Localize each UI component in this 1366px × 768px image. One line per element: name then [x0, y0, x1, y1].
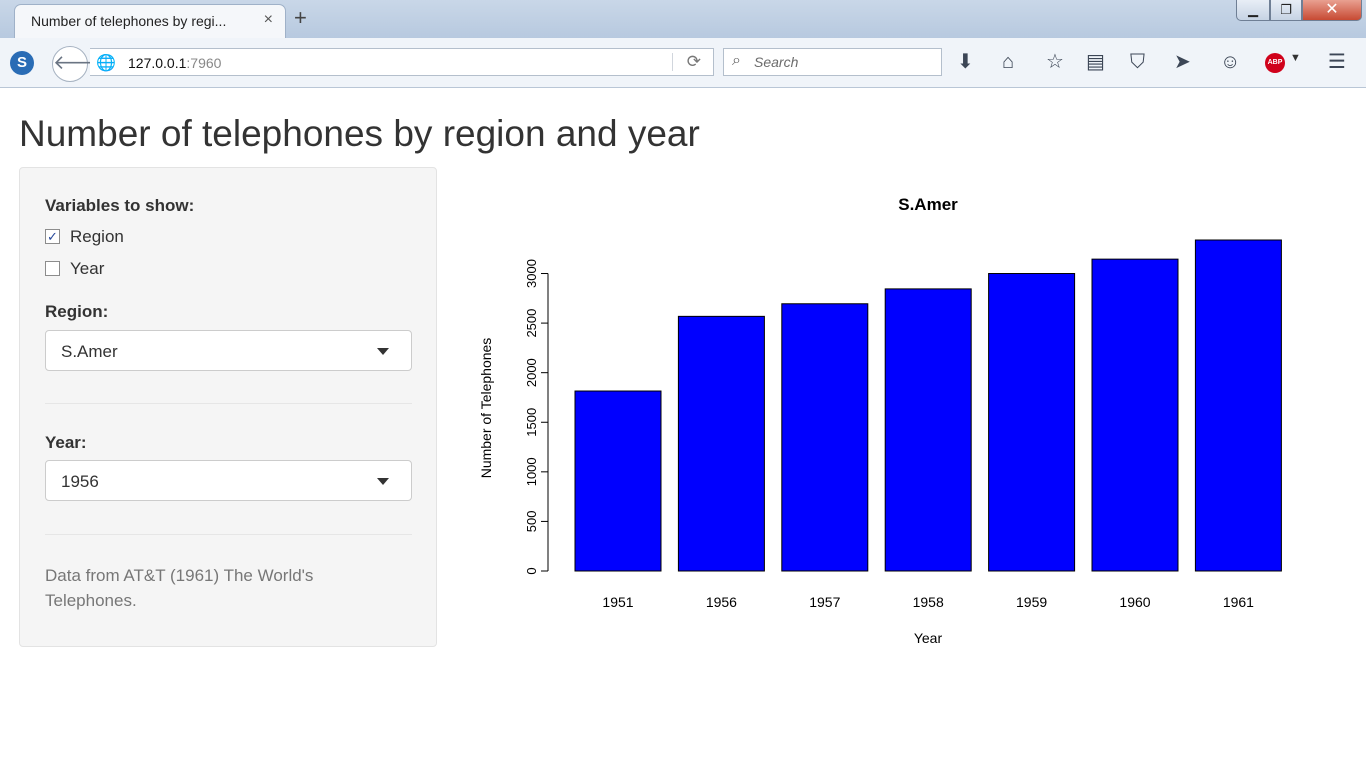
- bookmark-star-icon[interactable]: ☆: [1046, 51, 1064, 73]
- reload-icon[interactable]: ⟳: [686, 52, 701, 71]
- y-tick-label: 3000: [524, 259, 539, 288]
- x-tick-label: 1951: [602, 594, 633, 610]
- variables-label: Variables to show:: [45, 196, 195, 215]
- x-axis-label: Year: [914, 630, 943, 646]
- region-checkbox-label[interactable]: Region: [70, 227, 124, 246]
- bar-1958: [884, 288, 972, 572]
- search-bar[interactable]: ⌕: [723, 48, 942, 76]
- url-host: 127.0.0.1: [128, 55, 187, 71]
- reading-list-icon[interactable]: ▤: [1086, 51, 1105, 73]
- region-select[interactable]: S.Amer: [45, 330, 412, 371]
- home-icon[interactable]: ⌂: [1002, 51, 1015, 73]
- region-checkbox[interactable]: ✓: [45, 229, 60, 244]
- adblock-icon[interactable]: ABP: [1265, 53, 1285, 73]
- x-tick-labels: 1951 1956 1957 1958 1959 1960 1961: [602, 594, 1254, 610]
- y-tick-label: 1000: [524, 457, 539, 486]
- x-tick-label: 1957: [809, 594, 840, 610]
- year-select[interactable]: 1956: [45, 460, 412, 501]
- bars-group: [574, 239, 1282, 572]
- window-maximize-button[interactable]: ❐: [1270, 0, 1302, 21]
- url-text[interactable]: 127.0.0.1:7960: [128, 55, 221, 71]
- sidebar-panel: Variables to show: ✓ Region Year Region:…: [19, 167, 437, 647]
- new-tab-icon[interactable]: +: [294, 5, 307, 30]
- tab-title: Number of telephones by regi...: [31, 13, 227, 29]
- bar-chart: S.Amer Year Number of Telephones 0 500 100…: [478, 195, 1282, 646]
- back-button[interactable]: 🡐: [52, 46, 107, 82]
- menu-icon[interactable]: ☰: [1328, 51, 1346, 73]
- divider: [45, 403, 412, 404]
- year-checkbox-label[interactable]: Year: [70, 259, 105, 278]
- page-title: Number of telephones by region and year: [19, 113, 700, 154]
- x-tick-label: 1959: [1016, 594, 1047, 610]
- x-tick-label: 1958: [913, 594, 944, 610]
- search-input[interactable]: [754, 53, 934, 71]
- chevron-down-icon: [377, 478, 389, 485]
- chevron-down-icon: [377, 348, 389, 355]
- bar-1956: [677, 315, 765, 572]
- bar-1957: [781, 303, 869, 572]
- url-port: :7960: [186, 55, 222, 71]
- adblock-dropdown-icon[interactable]: ▼: [1290, 52, 1301, 64]
- bar-1959: [988, 273, 1076, 572]
- window-minimize-button[interactable]: ▁: [1236, 0, 1270, 21]
- y-axis-label: Number of Telephones: [478, 338, 494, 479]
- x-tick-label: 1956: [706, 594, 737, 610]
- browser-titlebar: Number of telephones by regi... × + ▁ ❐ …: [0, 0, 1366, 38]
- bar-1951: [574, 390, 662, 572]
- pocket-icon[interactable]: ⛉: [1130, 51, 1145, 73]
- y-tick-label: 0: [524, 567, 539, 574]
- site-identity-icon[interactable]: S: [10, 51, 34, 75]
- region-label: Region:: [45, 302, 109, 321]
- search-icon: ⌕: [732, 52, 741, 69]
- smiley-icon[interactable]: ☺: [1220, 51, 1241, 73]
- divider: [45, 534, 412, 535]
- year-label: Year:: [45, 433, 87, 452]
- y-tick-label: 500: [524, 511, 539, 533]
- y-tick-label: 2500: [524, 309, 539, 338]
- bar-1961: [1194, 239, 1282, 572]
- region-select-value: S.Amer: [61, 342, 118, 361]
- year-checkbox[interactable]: [45, 261, 60, 276]
- data-source-note: Data from AT&T (1961) The World's Teleph…: [45, 566, 314, 610]
- y-tick-label: 1500: [524, 408, 539, 437]
- y-axis: 0 500 1000 1500 2000 2500 3000: [524, 259, 549, 575]
- download-icon[interactable]: ⬇: [957, 51, 974, 73]
- year-select-value: 1956: [61, 472, 99, 491]
- x-tick-label: 1961: [1223, 594, 1254, 610]
- chart-title: S.Amer: [898, 195, 958, 214]
- x-tick-label: 1960: [1119, 594, 1150, 610]
- tab-close-icon[interactable]: ×: [263, 11, 273, 28]
- window-close-button[interactable]: ✕: [1302, 0, 1362, 21]
- browser-tab[interactable]: Number of telephones by regi... ×: [14, 4, 286, 38]
- send-icon[interactable]: ➤: [1174, 51, 1191, 73]
- globe-icon: 🌐: [96, 55, 116, 72]
- bar-1960: [1091, 258, 1179, 572]
- browser-navbar: S 🡐 🌐 127.0.0.1:7960 ⟳ ⌕ ⬇ ⌂ ☆ ▤ ⛉ ➤ ☺ A…: [0, 38, 1366, 88]
- url-bar[interactable]: 🌐 127.0.0.1:7960 ⟳: [90, 48, 714, 76]
- y-tick-label: 2000: [524, 358, 539, 387]
- url-divider: [672, 53, 673, 71]
